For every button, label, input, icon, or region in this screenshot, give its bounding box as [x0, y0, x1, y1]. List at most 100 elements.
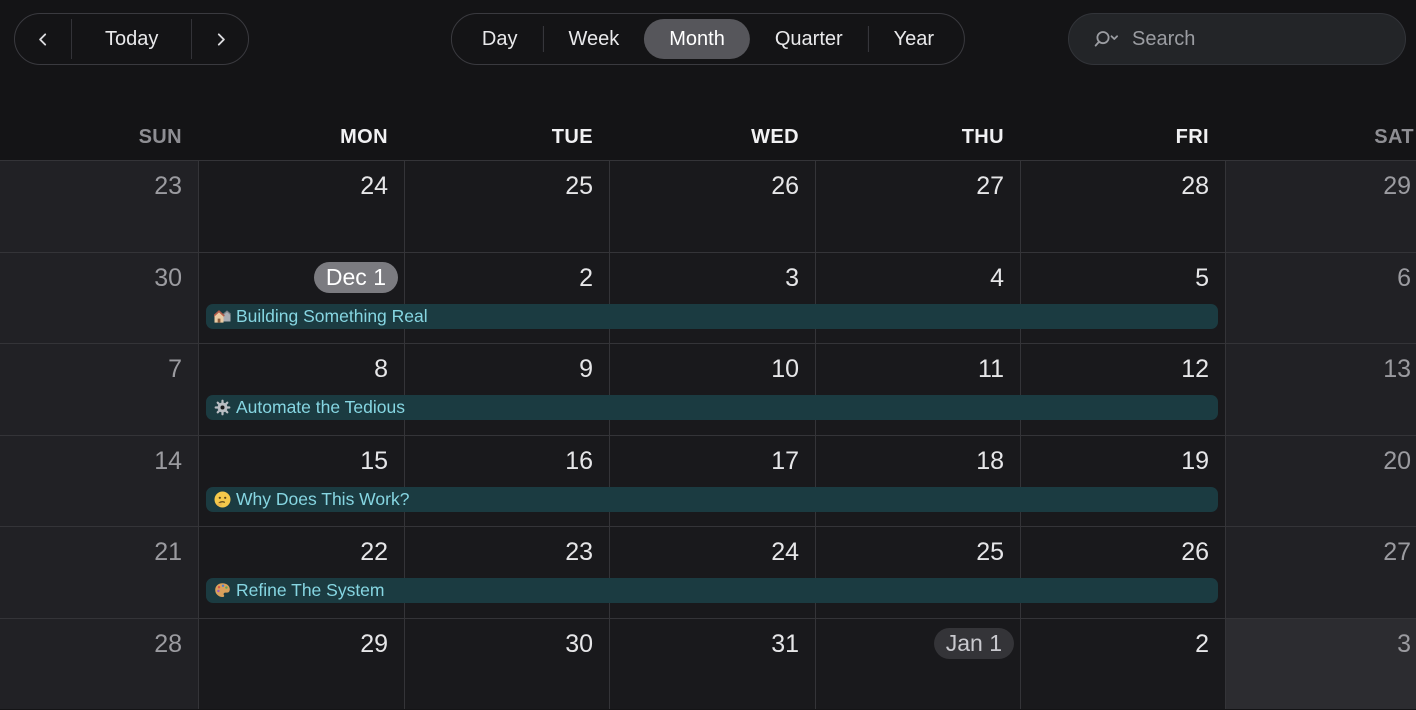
search-icon: [1094, 29, 1121, 49]
divider: [542, 26, 544, 52]
day-cell-dec-1[interactable]: Dec 1: [198, 251, 404, 343]
day-cell-3[interactable]: 3: [609, 251, 815, 343]
day-cell-7[interactable]: 7: [0, 343, 198, 435]
date-label: 26: [771, 172, 799, 200]
date-label: 23: [154, 172, 182, 200]
divider: [867, 26, 869, 52]
date-label: 9: [579, 355, 593, 383]
day-cell-17[interactable]: 17: [609, 434, 815, 526]
date-label: 2: [579, 263, 593, 292]
date-label: 23: [565, 538, 593, 566]
gear-icon: [214, 399, 231, 416]
date-label: 31: [771, 629, 799, 658]
view-tab-day[interactable]: Day: [457, 19, 543, 59]
day-cell-23[interactable]: 23: [404, 526, 609, 618]
day-cell-20[interactable]: 20: [1225, 434, 1416, 526]
weekday-header-wed: WED: [751, 126, 799, 148]
day-cell-10[interactable]: 10: [609, 343, 815, 435]
day-cell-18[interactable]: 18: [815, 434, 1020, 526]
day-cell-29[interactable]: 29: [1225, 160, 1416, 252]
date-label: 6: [1397, 263, 1411, 292]
date-label: 20: [1383, 446, 1411, 475]
event-why-does-this-work[interactable]: Why Does This Work?: [206, 486, 1218, 512]
day-cell-6[interactable]: 6: [1225, 251, 1416, 343]
date-label: 16: [565, 446, 593, 475]
weekday-header-thu: THU: [961, 126, 1004, 148]
event-building-something-real[interactable]: Building Something Real: [206, 303, 1218, 329]
weekday-header-tue: TUE: [551, 126, 593, 148]
view-tab-year[interactable]: Year: [869, 19, 959, 59]
date-label: 4: [990, 263, 1004, 292]
day-cell-25[interactable]: 25: [815, 526, 1020, 618]
day-cell-21[interactable]: 21: [0, 526, 198, 618]
date-label: 3: [1397, 629, 1411, 658]
date-label: 26: [1181, 538, 1209, 566]
day-cell-27[interactable]: 27: [1225, 526, 1416, 618]
day-cell-16[interactable]: 16: [404, 434, 609, 526]
houses-icon: [214, 308, 231, 325]
search-box[interactable]: Search: [1068, 13, 1406, 65]
event-title: Refine The System: [236, 580, 385, 600]
day-cell-8[interactable]: 8: [198, 343, 404, 435]
date-nav-group: Today: [14, 13, 250, 65]
view-tab-week[interactable]: Week: [543, 19, 644, 59]
date-label: 30: [565, 629, 593, 658]
day-cell-28[interactable]: 28: [0, 617, 198, 709]
date-label: 24: [360, 172, 388, 200]
date-label: 15: [360, 446, 388, 475]
date-label: 8: [374, 355, 388, 383]
day-cell-4[interactable]: 4: [815, 251, 1020, 343]
day-cell-9[interactable]: 9: [404, 343, 609, 435]
day-cell-30[interactable]: 30: [404, 617, 609, 709]
date-label: 3: [785, 263, 799, 292]
date-label: 5: [1195, 263, 1209, 292]
day-cell-26[interactable]: 26: [609, 160, 815, 252]
day-cell-12[interactable]: 12: [1020, 343, 1225, 435]
day-cell-22[interactable]: 22: [198, 526, 404, 618]
day-cell-5[interactable]: 5: [1020, 251, 1225, 343]
date-label: 7: [168, 355, 182, 383]
search-placeholder: Search: [1132, 27, 1196, 50]
weekday-header-sun: SUN: [138, 126, 182, 148]
day-cell-11[interactable]: 11: [815, 343, 1020, 435]
day-cell-24[interactable]: 24: [609, 526, 815, 618]
date-label: 27: [1383, 538, 1411, 566]
day-cell-30[interactable]: 30: [0, 251, 198, 343]
today-button[interactable]: Today: [72, 14, 191, 64]
date-label: 25: [565, 172, 593, 200]
prev-period-button[interactable]: [15, 14, 71, 64]
view-tab-month[interactable]: Month: [644, 19, 750, 59]
day-cell-31[interactable]: 31: [609, 617, 815, 709]
day-cell-14[interactable]: 14: [0, 434, 198, 526]
view-switcher: Day Week Month Quarter Year: [450, 13, 966, 65]
next-period-button[interactable]: [192, 14, 248, 64]
date-label: 25: [976, 538, 1004, 566]
day-cell-26[interactable]: 26: [1020, 526, 1225, 618]
day-cell-2[interactable]: 2: [1020, 617, 1225, 709]
day-cell-23[interactable]: 23: [0, 160, 198, 252]
date-label: 14: [154, 446, 182, 475]
weekday-header-fri: FRI: [1175, 126, 1209, 148]
date-label: 22: [360, 538, 388, 566]
day-cell-19[interactable]: 19: [1020, 434, 1225, 526]
day-cell-3[interactable]: 3: [1225, 617, 1416, 709]
day-cell-25[interactable]: 25: [404, 160, 609, 252]
day-cell-13[interactable]: 13: [1225, 343, 1416, 435]
event-automate-the-tedious[interactable]: Automate the Tedious: [206, 395, 1218, 420]
day-cell-15[interactable]: 15: [198, 434, 404, 526]
date-label: 11: [978, 355, 1004, 383]
day-cell-jan-1[interactable]: Jan 1: [815, 617, 1020, 709]
date-label: 27: [976, 172, 1004, 200]
day-cell-28[interactable]: 28: [1020, 160, 1225, 252]
date-label: Dec 1: [313, 261, 398, 293]
day-cell-24[interactable]: 24: [198, 160, 404, 252]
date-label: 28: [1181, 172, 1209, 200]
thinking-face-icon: [214, 491, 231, 508]
day-cell-29[interactable]: 29: [198, 617, 404, 709]
event-refine-the-system[interactable]: Refine The System: [206, 578, 1218, 603]
view-tab-quarter[interactable]: Quarter: [750, 19, 868, 59]
day-cell-2[interactable]: 2: [404, 251, 609, 343]
day-cell-27[interactable]: 27: [815, 160, 1020, 252]
date-label: 12: [1181, 355, 1209, 383]
date-label: 30: [154, 263, 182, 292]
